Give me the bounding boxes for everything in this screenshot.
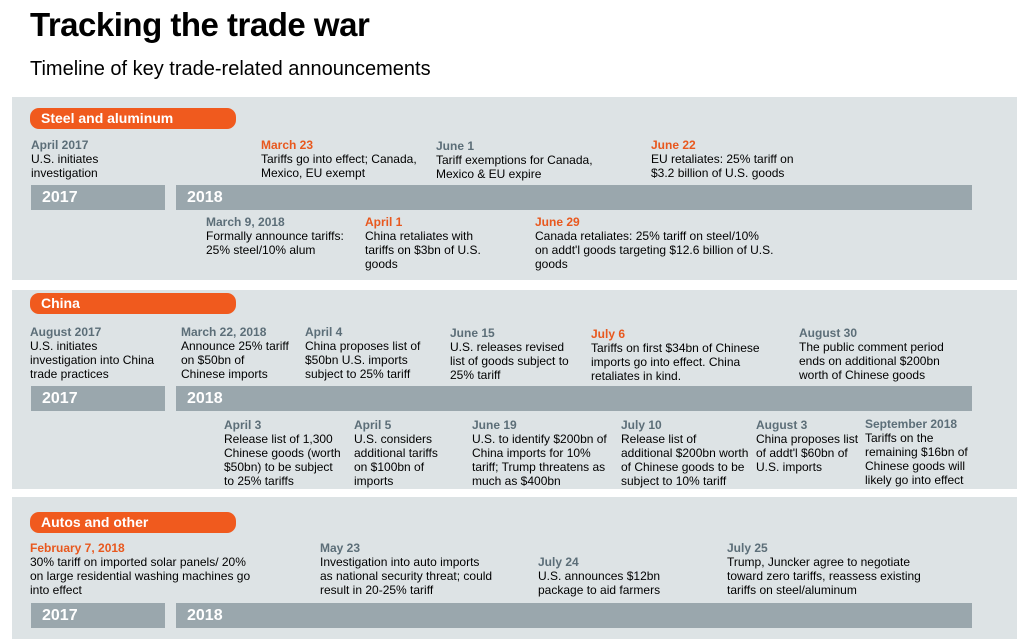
steel-event: June 1 Tariff exemptions for Canada, Mex… [436, 139, 601, 181]
event-text: Trump, Juncker agree to negotiate toward… [727, 555, 921, 597]
steel-event: March 23 Tariffs go into effect; Canada,… [261, 138, 426, 180]
event-text: Announce 25% tariff on $50bn of Chinese … [181, 339, 289, 381]
event-date: February 7, 2018 [30, 541, 125, 555]
china-event: August 3 China proposes list of addt'l $… [756, 418, 864, 474]
event-date: July 25 [727, 541, 768, 555]
year-bar-2018: 2018 [176, 603, 972, 628]
china-event: August 30 The public comment period ends… [799, 326, 959, 382]
event-text: Tariffs on first $34bn of Chinese import… [591, 341, 760, 383]
event-text: U.S. initiates investigation into China … [30, 339, 155, 381]
event-date: April 3 [224, 418, 262, 432]
event-date: August 2017 [30, 325, 102, 339]
china-event: April 3 Release list of 1,300 Chinese go… [224, 418, 342, 488]
year-bar-2017: 2017 [31, 185, 165, 210]
event-date: June 22 [651, 138, 696, 152]
steel-event: June 29 Canada retaliates: 25% tariff on… [535, 215, 775, 271]
event-date: May 23 [320, 541, 361, 555]
event-date: July 10 [621, 418, 662, 432]
event-date: April 4 [305, 325, 343, 339]
autos-event: February 7, 2018 30% tariff on imported … [30, 541, 260, 597]
event-text: China proposes list of addt'l $60bn of U… [756, 432, 859, 474]
event-text: Release list of additional $200bn worth … [621, 432, 749, 488]
event-text: U.S. to identify $200bn of China imports… [472, 432, 607, 488]
china-section-label: China [30, 293, 236, 314]
year-bar-2018: 2018 [176, 386, 972, 411]
event-date: June 29 [535, 215, 580, 229]
china-event: March 22, 2018 Announce 25% tariff on $5… [181, 325, 291, 381]
event-text: Tariffs on the remaining $16bn of Chines… [865, 431, 968, 487]
page-title: Tracking the trade war [30, 6, 370, 43]
event-text: Canada retaliates: 25% tariff on steel/1… [535, 229, 774, 271]
event-date: March 9, 2018 [206, 215, 285, 229]
autos-section-label: Autos and other [30, 512, 236, 533]
china-event: June 19 U.S. to identify $200bn of China… [472, 418, 612, 488]
event-date: April 5 [354, 418, 392, 432]
event-date: June 15 [450, 326, 495, 340]
china-event: July 6 Tariffs on first $34bn of Chinese… [591, 327, 771, 383]
steel-event: June 22 EU retaliates: 25% tariff on $3.… [651, 138, 811, 180]
event-text: U.S. announces $12bn package to aid farm… [538, 569, 661, 597]
event-date: March 22, 2018 [181, 325, 267, 339]
china-event: June 15 U.S. releases revised list of go… [450, 326, 575, 382]
event-text: Investigation into auto imports as natio… [320, 555, 493, 597]
page-subtitle: Timeline of key trade-related announceme… [30, 58, 431, 80]
china-event: April 4 China proposes list of $50bn U.S… [305, 325, 430, 381]
steel-event: April 1 China retaliates with tariffs on… [365, 215, 495, 271]
china-event: August 2017 U.S. initiates investigation… [30, 325, 165, 381]
china-event: September 2018 Tariffs on the remaining … [865, 417, 975, 487]
event-date: June 1 [436, 139, 475, 153]
event-date: June 19 [472, 418, 517, 432]
event-text: 30% tariff on imported solar panels/ 20%… [30, 555, 251, 597]
event-text: U.S. considers additional tariffs on $10… [354, 432, 438, 488]
event-text: The public comment period ends on additi… [799, 340, 944, 382]
event-date: August 3 [756, 418, 808, 432]
event-date: July 24 [538, 555, 579, 569]
autos-event: May 23 Investigation into auto imports a… [320, 541, 495, 597]
event-date: April 2017 [31, 138, 89, 152]
steel-event: April 2017 U.S. initiates investigation [31, 138, 151, 180]
event-text: Tariffs go into effect; Canada, Mexico, … [261, 152, 417, 180]
event-text: Release list of 1,300 Chinese goods (wor… [224, 432, 341, 488]
event-date: July 6 [591, 327, 626, 341]
china-event: April 5 U.S. considers additional tariff… [354, 418, 454, 488]
event-text: Tariff exemptions for Canada, Mexico & E… [436, 153, 593, 181]
year-bar-2017: 2017 [31, 603, 165, 628]
event-text: China retaliates with tariffs on $3bn of… [365, 229, 481, 271]
steel-section-label: Steel and aluminum [30, 108, 236, 129]
event-date: September 2018 [865, 417, 958, 431]
china-event: July 10 Release list of additional $200b… [621, 418, 749, 488]
event-text: Formally announce tariffs: 25% steel/10%… [206, 229, 344, 257]
event-date: March 23 [261, 138, 314, 152]
event-date: August 30 [799, 326, 858, 340]
year-bar-2018: 2018 [176, 185, 972, 210]
steel-event: March 9, 2018 Formally announce tariffs:… [206, 215, 356, 257]
autos-event: July 25 Trump, Juncker agree to negotiat… [727, 541, 942, 597]
year-bar-2017: 2017 [31, 386, 165, 411]
event-text: U.S. initiates investigation [31, 152, 99, 180]
event-text: EU retaliates: 25% tariff on $3.2 billio… [651, 152, 794, 180]
autos-event: July 24 U.S. announces $12bn package to … [538, 555, 678, 597]
event-text: U.S. releases revised list of goods subj… [450, 340, 569, 382]
event-date: April 1 [365, 215, 403, 229]
event-text: China proposes list of $50bn U.S. import… [305, 339, 421, 381]
